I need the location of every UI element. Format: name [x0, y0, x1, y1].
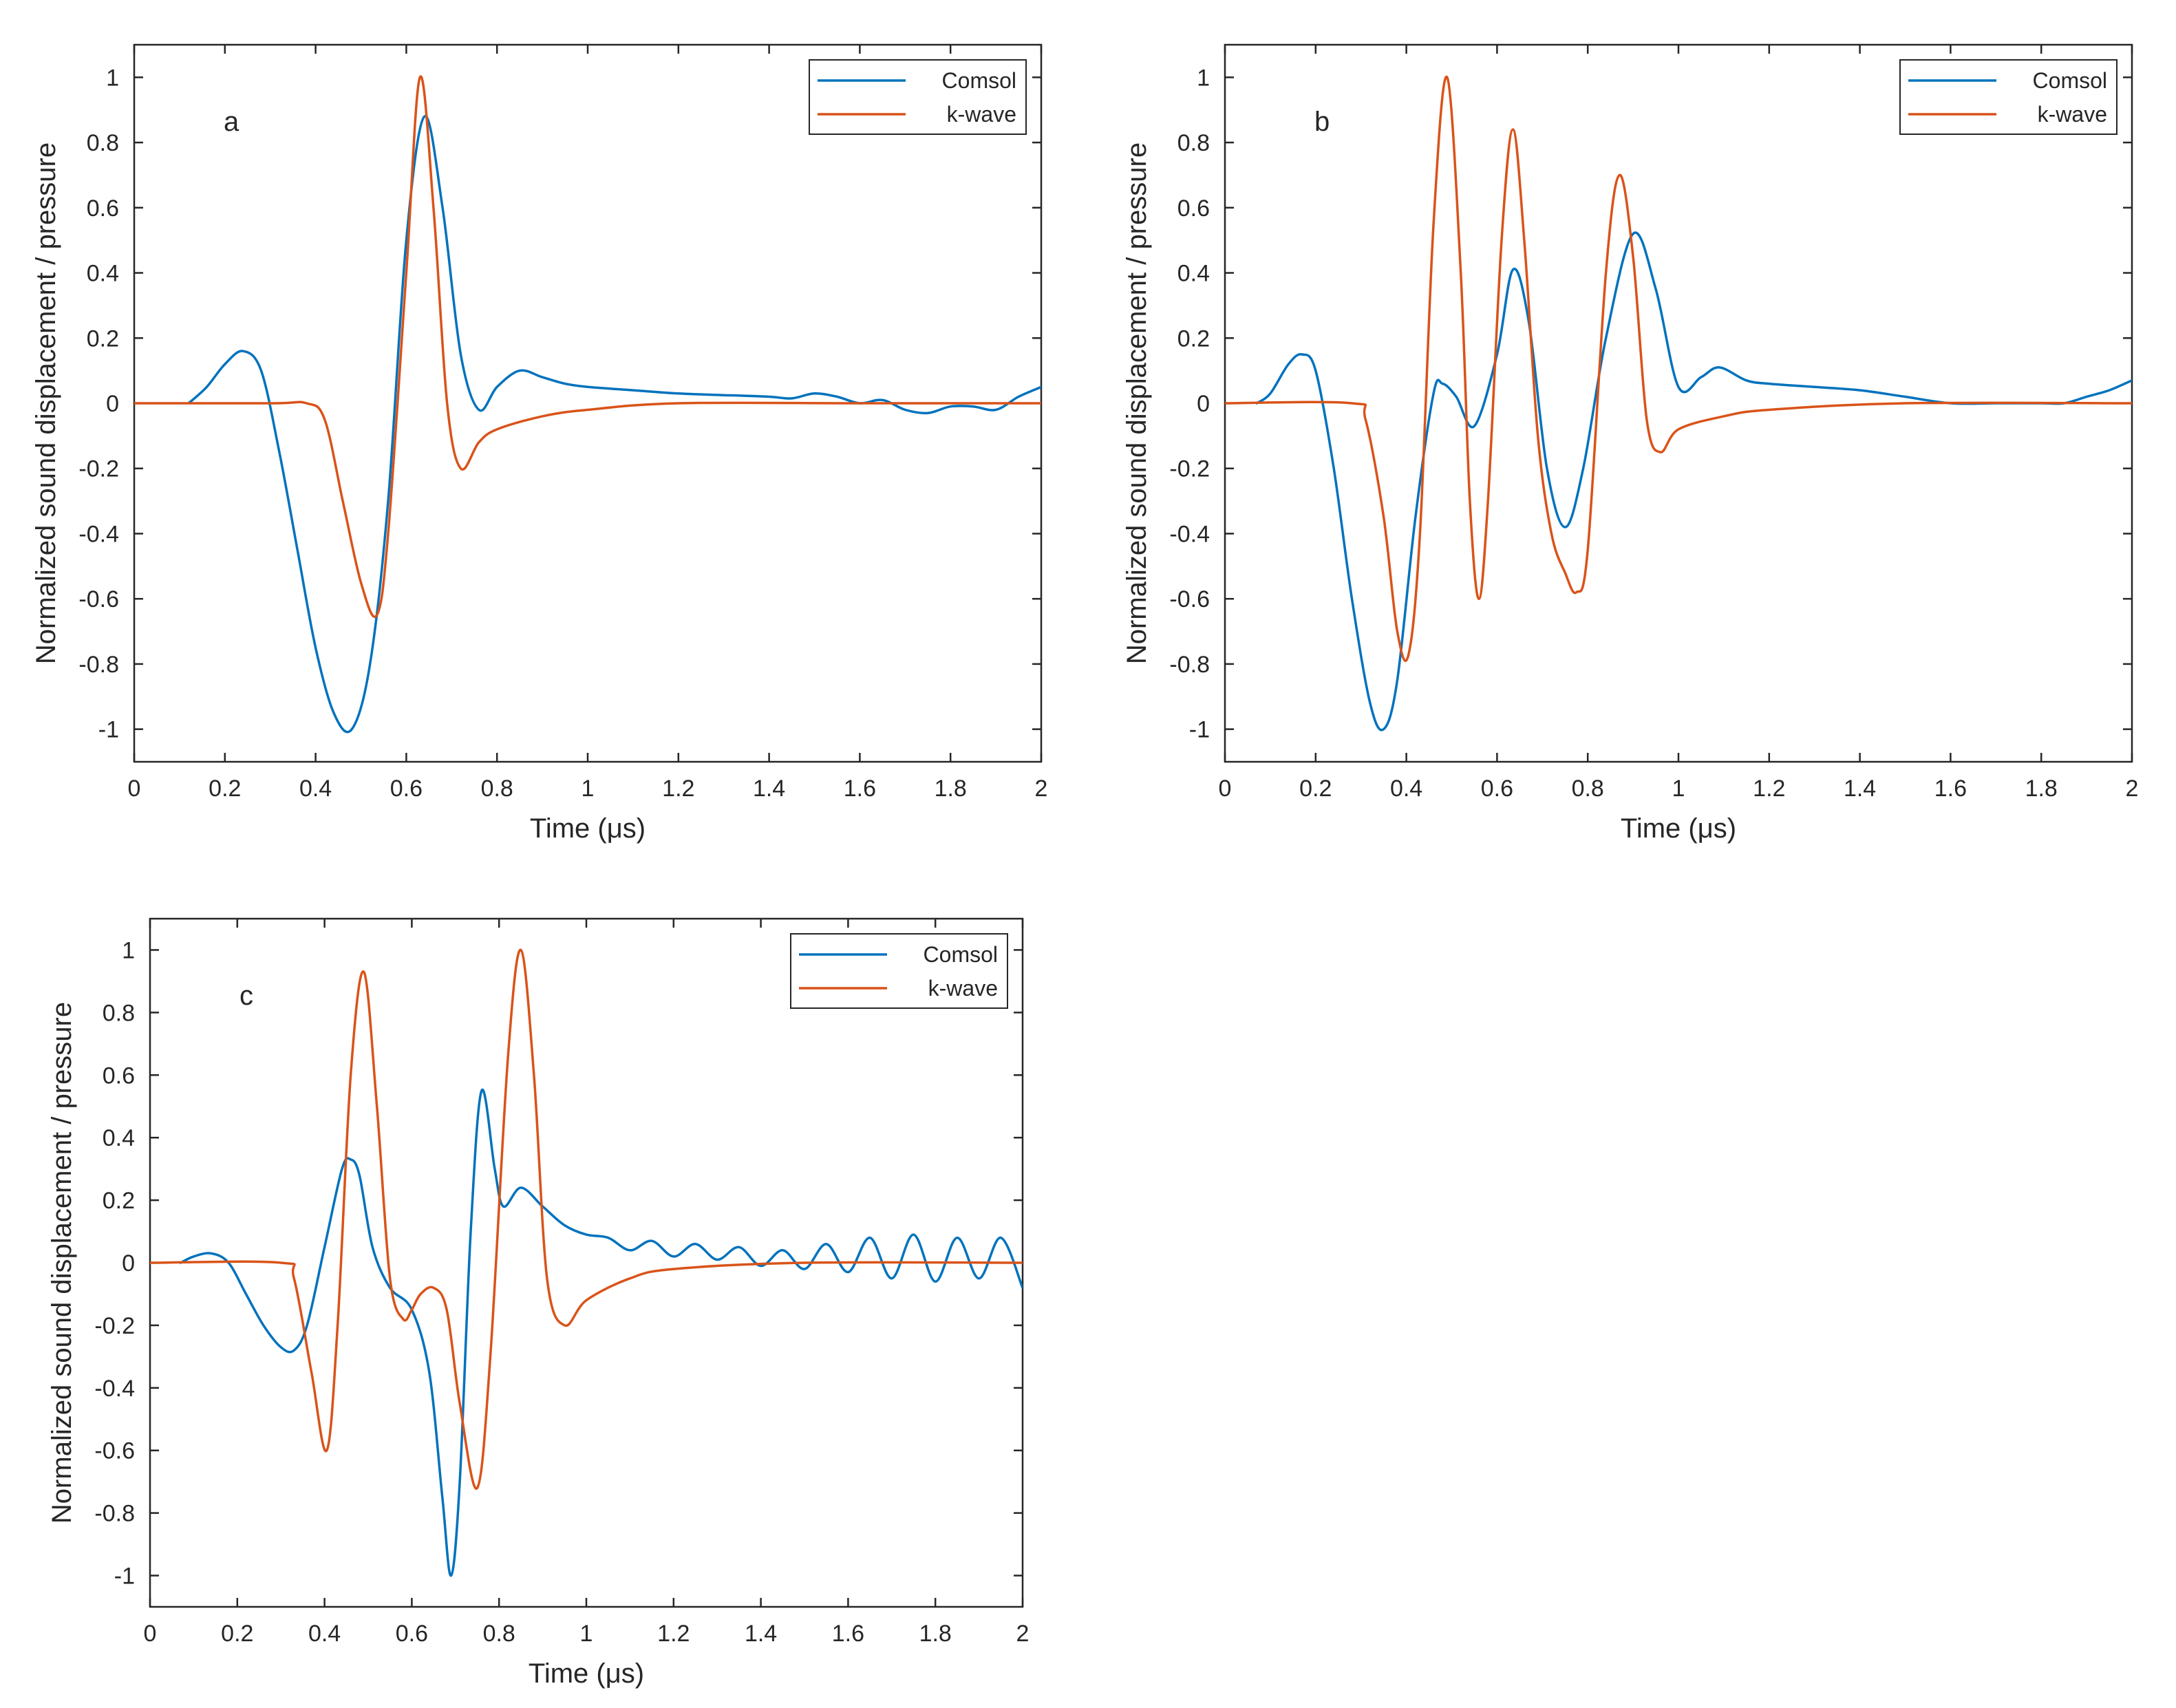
y-tick-label: 0.8 [103, 1000, 135, 1026]
y-tick-label: -0.4 [94, 1376, 135, 1402]
series-line-comsol [187, 115, 1041, 734]
x-tick-label: 0.4 [308, 1621, 341, 1647]
legend-box [790, 933, 1008, 1009]
x-axis-label: Time (μs) [529, 1658, 644, 1689]
x-tick-label: 0.6 [390, 776, 423, 802]
y-tick-label: 0.4 [103, 1125, 135, 1151]
panel-letter: c [239, 981, 253, 1011]
y-tick-label: 0.8 [1177, 130, 1210, 156]
panel-letter: a [224, 107, 239, 137]
y-tick-label: 1 [1197, 65, 1210, 91]
series-line-comsol [179, 1088, 1023, 1577]
y-axis-label: Normalized sound displacement / pressure [1122, 142, 1152, 664]
x-tick-label: 1.4 [745, 1621, 777, 1647]
x-tick-label: 1.6 [832, 1621, 864, 1647]
x-tick-label: 0.2 [1299, 776, 1332, 802]
legend-label: k-wave [947, 102, 1016, 127]
y-tick-label: -0.2 [1169, 456, 1210, 482]
legend-box [1899, 59, 2118, 135]
x-tick-label: 0 [144, 1621, 157, 1647]
series-line-comsol [1255, 231, 2132, 732]
y-tick-label: -0.2 [94, 1313, 135, 1339]
x-tick-label: 0.2 [209, 776, 241, 802]
x-tick-label: 0.4 [1390, 776, 1422, 802]
legend-label: k-wave [2038, 102, 2107, 127]
y-tick-label: -0.6 [94, 1438, 135, 1464]
y-tick-label: -1 [98, 717, 119, 743]
x-tick-label: 1.4 [753, 776, 785, 802]
x-tick-label: 0.6 [396, 1621, 428, 1647]
x-tick-label: 1.2 [1753, 776, 1785, 802]
panel-letter: b [1314, 107, 1330, 137]
x-tick-label: 0.2 [221, 1621, 253, 1647]
x-axis-label: Time (μs) [1621, 813, 1736, 844]
series-line-k-wave [134, 75, 1041, 619]
y-tick-label: 0.6 [103, 1063, 135, 1089]
x-tick-label: 1.6 [1934, 776, 1967, 802]
x-tick-label: 0 [128, 776, 141, 802]
chart-panel-c: 0 0.2 0.4 0.6 0.8 1 1.2 1.4 1.6 1.8 2 -1 -0.8 -0.6 -0.… [47, 917, 1030, 1689]
x-tick-label: 2 [2126, 776, 2139, 802]
y-tick-label: -0.6 [78, 586, 119, 612]
x-tick-label: 1.2 [662, 776, 694, 802]
x-axis-label: Time (μs) [530, 813, 646, 844]
legend-label: Comsol [2033, 68, 2107, 93]
y-tick-label: 0.2 [103, 1188, 135, 1214]
y-tick-label: 0.2 [87, 325, 119, 352]
y-tick-label: -1 [114, 1563, 135, 1590]
legend-label: k-wave [928, 976, 998, 1001]
x-tick-label: 2 [1016, 1621, 1030, 1647]
y-tick-label: 0.8 [87, 130, 119, 156]
legend: Comsol k-wave [790, 933, 1008, 1009]
y-tick-label: -0.8 [78, 652, 119, 678]
series-line-k-wave [1225, 75, 2132, 663]
legend-label: Comsol [924, 942, 998, 967]
x-tick-label: 1.2 [657, 1621, 690, 1647]
y-tick-label: -1 [1189, 717, 1210, 743]
legend-box [809, 59, 1027, 135]
y-axis-label: Normalized sound displacement / pressure [31, 142, 61, 664]
y-tick-label: -0.4 [1169, 521, 1210, 547]
legend: Comsol k-wave [809, 59, 1027, 135]
legend-label: Comsol [942, 68, 1016, 93]
y-tick-label: 0.6 [1177, 195, 1210, 222]
y-tick-label: 0 [106, 391, 119, 417]
y-tick-label: 0.4 [87, 261, 119, 287]
y-tick-label: 1 [106, 65, 119, 91]
x-tick-label: 0.6 [1481, 776, 1513, 802]
x-tick-label: 1 [582, 776, 595, 802]
x-tick-label: 1 [580, 1621, 593, 1647]
y-tick-label: 0.6 [87, 195, 119, 222]
y-tick-label: -0.6 [1169, 586, 1210, 612]
x-tick-label: 0.4 [299, 776, 332, 802]
legend: Comsol k-wave [1899, 59, 2118, 135]
x-tick-label: 0.8 [483, 1621, 515, 1647]
y-tick-label: -0.8 [94, 1501, 135, 1527]
x-tick-label: 1.4 [1844, 776, 1876, 802]
x-tick-label: 0.8 [481, 776, 513, 802]
x-tick-label: 0.8 [1572, 776, 1604, 802]
series-line-k-wave [150, 948, 1023, 1490]
y-tick-label: 0 [122, 1250, 135, 1277]
y-tick-label: 0.2 [1177, 325, 1210, 352]
x-tick-label: 1.8 [2025, 776, 2058, 802]
y-tick-label: 1 [122, 937, 135, 963]
y-tick-label: -0.8 [1169, 652, 1210, 678]
x-tick-label: 1 [1672, 776, 1685, 802]
x-tick-label: 1.6 [844, 776, 876, 802]
x-tick-label: 2 [1035, 776, 1048, 802]
y-tick-label: 0.4 [1177, 261, 1210, 287]
y-tick-label: -0.2 [78, 456, 119, 482]
x-tick-label: 0 [1219, 776, 1232, 802]
chart-panel-b: 0 0.2 0.4 0.6 0.8 1 1.2 1.4 1.6 1.8 2 -1 -0.8 -0.6 -0.… [1122, 43, 2139, 844]
x-tick-label: 1.8 [935, 776, 967, 802]
y-tick-label: 0 [1197, 391, 1210, 417]
y-axis-label: Normalized sound displacement / pressure [47, 1002, 77, 1524]
y-tick-label: -0.4 [78, 521, 119, 547]
x-tick-label: 1.8 [919, 1621, 952, 1647]
chart-panel-a: 0 0.2 0.4 0.6 0.8 1 1.2 1.4 1.6 1.8 2 -1 -0.8 -0.6 -0.… [31, 43, 1048, 844]
